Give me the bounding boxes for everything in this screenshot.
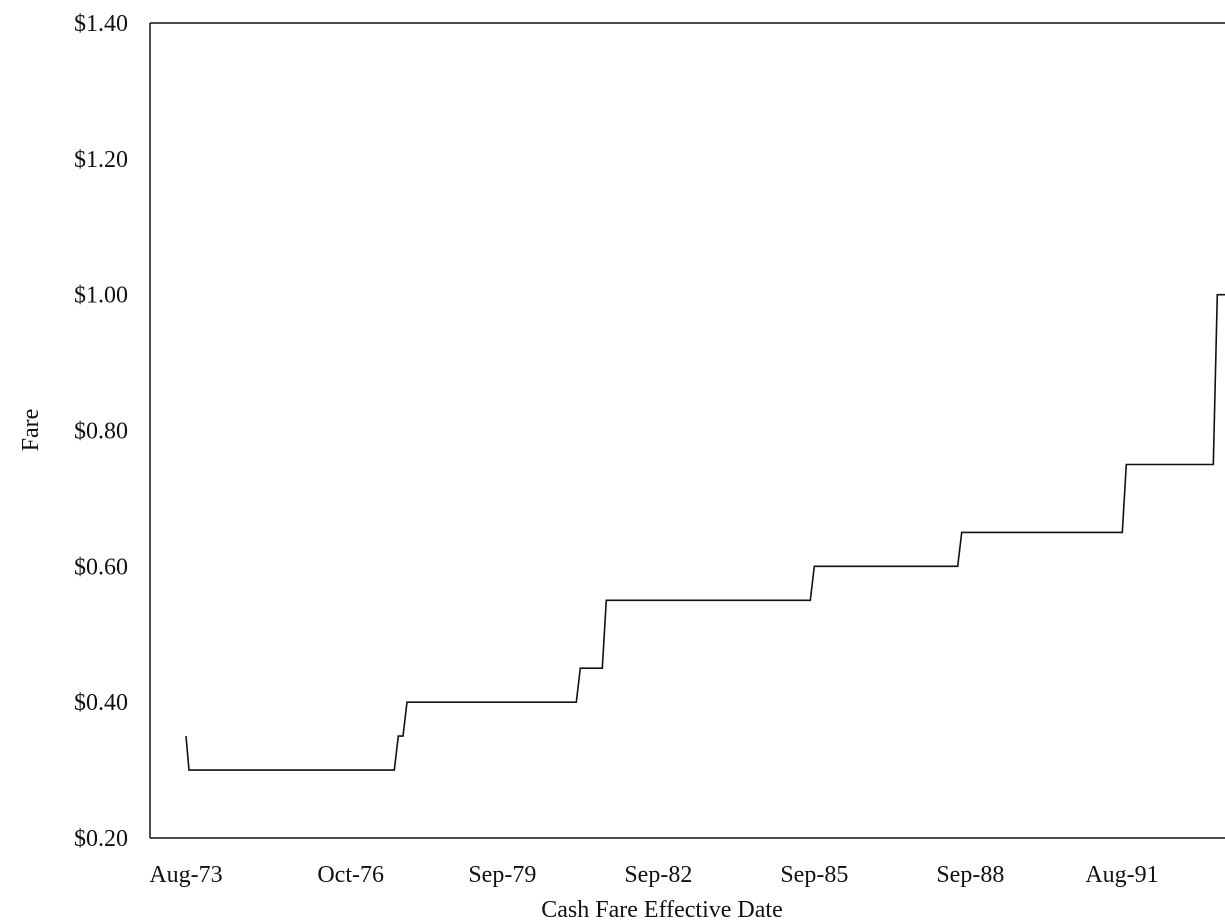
plot-frame [149, 22, 1225, 839]
x-tick-label: Oct-76 [317, 862, 384, 888]
y-tick-label: $0.20 [74, 826, 128, 852]
x-axis-title: Cash Fare Effective Date [541, 897, 782, 923]
x-tick-labels: Aug-73 Oct-76 Sep-79 Sep-82 Sep-85 Sep-88 Aug-… [149, 862, 1158, 888]
y-tick-label: $0.60 [74, 554, 128, 580]
fare-step-line [185, 293, 1225, 771]
x-tick-label: Sep-82 [624, 862, 692, 888]
y-tick-labels: $0.20 $0.40 $0.60 $0.80 $1.00 $1.20 $1.40 [74, 11, 128, 852]
x-tick-label: Sep-85 [780, 862, 848, 888]
x-tick-label: Aug-73 [149, 862, 222, 888]
y-tick-label: $0.40 [74, 690, 128, 716]
y-axis-title: Fare [18, 409, 44, 452]
x-tick-label: Aug-91 [1085, 862, 1158, 888]
x-tick-label: Sep-88 [936, 862, 1004, 888]
y-tick-label: $0.80 [74, 419, 128, 445]
y-tick-label: $1.20 [74, 147, 128, 173]
x-tick-label: Sep-79 [468, 862, 536, 888]
y-tick-label: $1.00 [74, 283, 128, 309]
y-tick-label: $1.40 [74, 11, 128, 37]
